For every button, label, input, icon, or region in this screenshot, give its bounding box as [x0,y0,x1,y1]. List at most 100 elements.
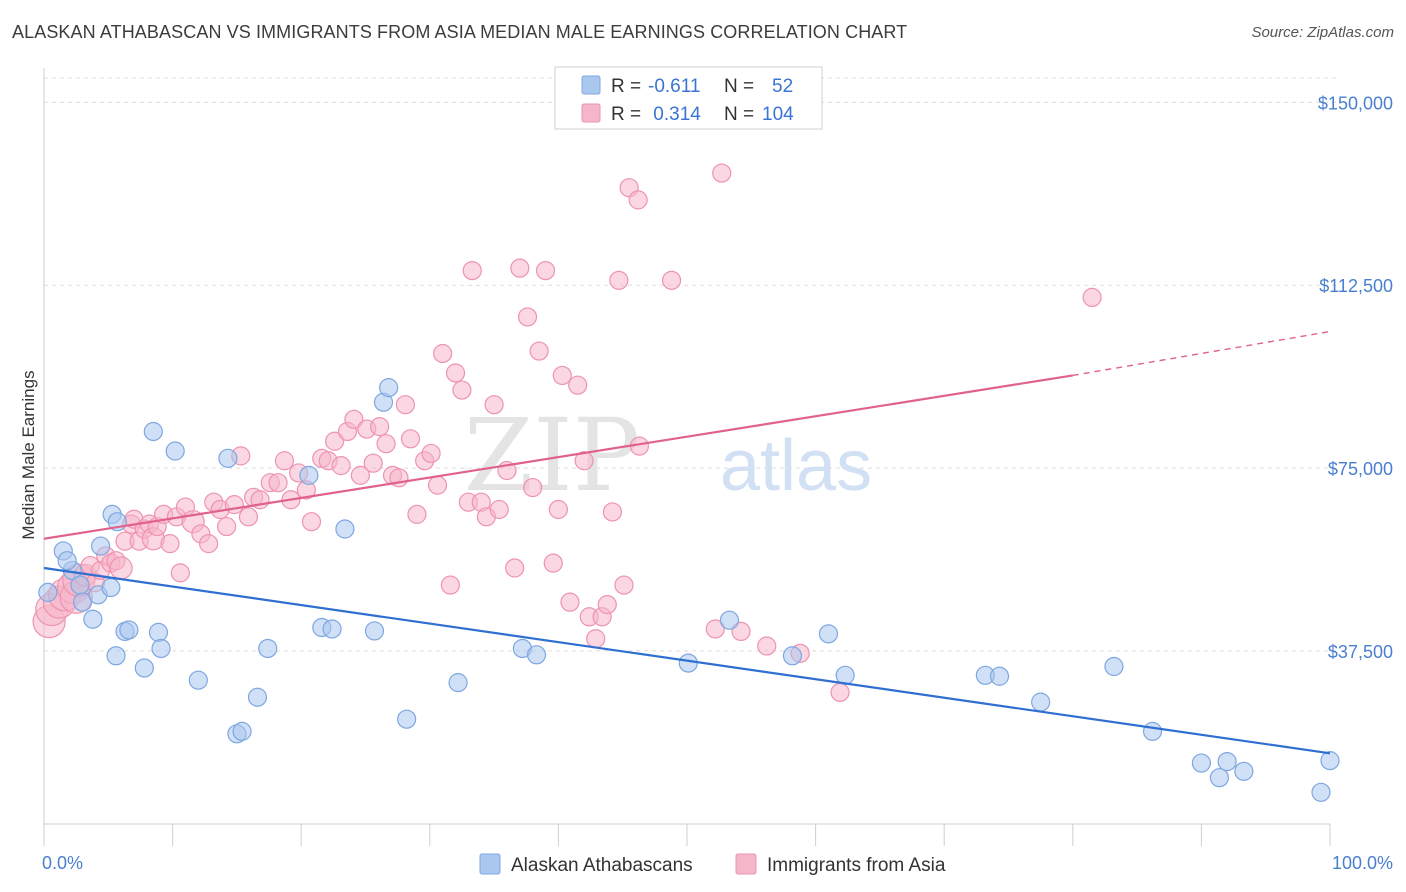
point-asia-49 [331,456,351,476]
point-athabascan-50 [1234,761,1254,781]
grid-lines [44,77,1340,652]
point-athabascan-44 [1031,692,1051,712]
legend-n-label-pink: N = [724,104,754,125]
point-athabascan-24 [247,687,268,707]
point-asia-67 [445,363,466,383]
legend-n-value-blue: 52 [772,76,793,97]
point-asia-41 [274,451,295,471]
point-asia-105 [1082,287,1102,308]
point-athabascan-40 [818,624,839,644]
point-athabascan-49 [1217,751,1237,772]
point-asia-52 [350,465,370,485]
point-asia-73 [484,395,504,415]
y-tick-labels: $37,500 $75,000 $112,500 $150,000 [1318,93,1393,662]
legend-r-label-pink: R = [611,104,641,125]
point-asia-45 [301,512,322,532]
point-athabascan-48 [1209,768,1230,788]
watermark-zip: ZIP [464,397,640,514]
stats-legend: R = -0.611 N = 52 R = 0.314 N = 104 [554,66,823,130]
point-asia-56 [376,434,396,454]
point-athabascan-21 [218,448,238,468]
legend-item-asia: Immigrants from Asia [767,855,946,876]
axes [43,68,1331,846]
point-asia-33 [217,516,237,537]
trend-lines [43,330,1331,755]
point-asia-76 [505,558,525,578]
trend-line-asia-extension [1072,330,1331,377]
point-athabascan-5 [72,592,93,612]
legend-item-asia-swatch [735,853,757,875]
point-athabascan-30 [364,621,385,641]
y-tick-label-0: $37,500 [1328,642,1393,662]
point-athabascan-8 [90,536,111,556]
point-athabascan-26 [299,465,319,485]
point-athabascan-16 [143,421,163,442]
point-athabascan-46 [1142,721,1163,741]
point-asia-86 [568,375,588,395]
point-athabascan-9 [101,577,121,598]
point-asia-70 [462,260,482,281]
point-asia-100 [712,163,732,183]
point-asia-91 [597,594,617,615]
point-asia-34 [224,495,244,515]
x-tick-label-min: 0.0% [42,853,83,873]
point-asia-81 [535,260,556,281]
point-asia-84 [552,365,572,386]
point-asia-101 [731,621,751,642]
point-asia-77 [510,258,530,278]
point-asia-51 [344,409,364,429]
point-asia-26 [170,563,190,583]
point-asia-82 [543,553,563,573]
legend-r-value-pink: 0.314 [648,104,701,125]
point-athabascan-14 [119,620,139,640]
point-athabascan-18 [151,638,171,659]
x-tick-labels: 0.0% 100.0% [42,853,1393,873]
point-asia-79 [523,477,543,498]
point-athabascan-10 [106,646,126,666]
point-athabascan-33 [397,709,417,729]
point-athabascan-39 [782,646,803,666]
point-asia-93 [609,270,629,290]
point-asia-40 [268,473,288,493]
point-asia-94 [614,575,634,595]
point-athabascan-25 [258,638,278,659]
legend-item-athabascans-swatch [479,853,501,875]
point-athabascan-37 [678,653,698,673]
point-asia-87 [574,451,594,471]
point-asia-68 [452,380,472,400]
point-asia-83 [548,499,569,520]
point-asia-98 [661,270,682,290]
point-asia-59 [395,395,415,415]
point-asia-74 [489,499,509,520]
point-asia-48 [325,431,345,451]
point-asia-24 [160,534,180,554]
point-asia-61 [407,504,427,524]
point-athabascan-34 [448,673,468,693]
point-asia-96 [628,190,648,210]
point-athabascan-4 [70,575,90,595]
series-legend: Alaskan Athabascans Immigrants from Asia [479,853,946,876]
point-athabascan-23 [232,721,252,741]
point-athabascan-32 [379,378,399,398]
point-asia-78 [517,307,538,327]
trend-line-athabascans [43,566,1331,755]
trend-line-asia [43,374,1073,540]
point-asia-92 [602,502,623,522]
point-athabascan-0 [38,582,58,602]
point-athabascan-51 [1311,782,1331,802]
point-asia-64 [427,475,448,495]
point-athabascan-45 [1104,656,1124,677]
point-athabascan-3 [57,551,77,571]
legend-swatch-pink [581,103,601,123]
point-athabascan-36 [526,645,547,665]
point-athabascan-15 [134,658,154,678]
x-tick-label-max: 100.0% [1332,853,1393,873]
point-athabascan-28 [322,619,342,639]
legend-r-label-blue: R = [611,76,641,97]
data-points [32,163,1340,802]
point-asia-104 [830,682,850,702]
point-athabascan-20 [188,670,208,690]
point-asia-99 [705,619,725,639]
legend-n-value-pink: 104 [762,104,794,125]
